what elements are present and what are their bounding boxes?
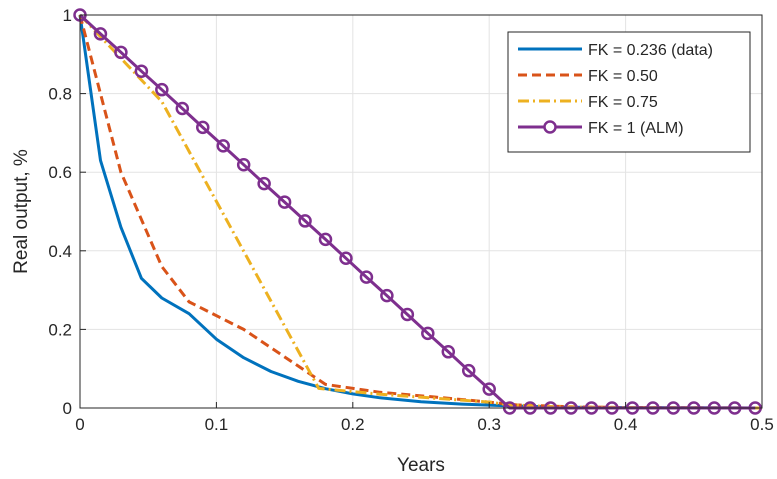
x-tick-label: 0 xyxy=(75,415,84,434)
data-point xyxy=(461,363,476,378)
y-tick-label: 0.8 xyxy=(48,85,72,104)
data-point xyxy=(155,82,169,97)
data-point xyxy=(93,27,108,41)
axis-ticks: 0 0.1 0.2 0.3 0.4 0.5 0 0.2 0.4 0.6 0.8 1 xyxy=(48,6,773,434)
legend-label: FK = 0.75 xyxy=(588,94,658,111)
x-tick-label: 0.2 xyxy=(341,415,365,434)
legend: FK = 0.236 (data) FK = 0.50 FK = 0.75 FK = … xyxy=(507,31,751,153)
data-point xyxy=(441,345,456,359)
data-point xyxy=(236,157,251,172)
data-point xyxy=(359,270,374,284)
data-point xyxy=(298,214,312,228)
x-tick-label: 0.4 xyxy=(614,415,638,434)
x-axis-label: Years xyxy=(397,455,445,474)
x-tick-label: 0.3 xyxy=(477,415,501,434)
data-point xyxy=(339,251,353,266)
y-tick-label: 0.4 xyxy=(48,242,72,261)
data-point xyxy=(175,101,190,116)
data-point xyxy=(134,64,149,78)
data-point xyxy=(216,139,230,153)
data-point xyxy=(114,45,128,60)
data-point xyxy=(421,326,435,341)
legend-label: FK = 0.236 (data) xyxy=(588,42,713,59)
x-tick-label: 0.1 xyxy=(205,415,229,434)
legend-label: FK = 0.50 xyxy=(588,68,658,85)
y-tick-label: 1 xyxy=(63,6,72,25)
data-point xyxy=(400,307,415,322)
data-point xyxy=(257,176,271,191)
data-point xyxy=(318,232,333,247)
data-point xyxy=(277,195,292,209)
data-point xyxy=(482,382,496,396)
legend-label: FK = 1 (ALM) xyxy=(588,120,684,137)
data-point xyxy=(380,288,394,303)
y-tick-label: 0.2 xyxy=(48,320,72,339)
legend-marker xyxy=(543,120,557,134)
y-tick-label: 0.6 xyxy=(48,163,72,182)
plot-frame xyxy=(79,14,763,409)
x-tick-label: 0.5 xyxy=(750,415,774,434)
y-axis-label: Real output, % xyxy=(11,149,32,274)
data-point xyxy=(196,120,210,135)
y-tick-label: 0 xyxy=(63,399,72,418)
